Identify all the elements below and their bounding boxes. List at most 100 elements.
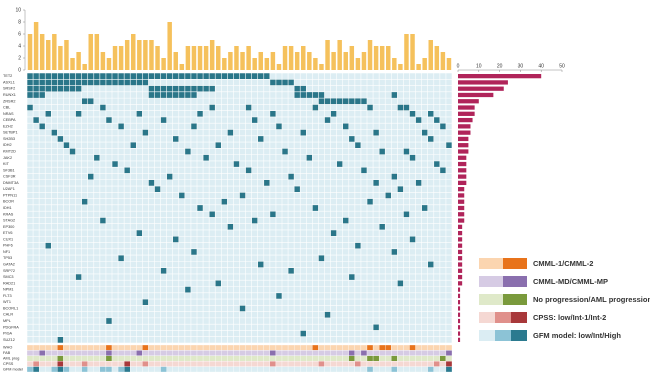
track-cell: [233, 344, 240, 351]
mutation-cell: [172, 236, 179, 243]
mutation-cell: [69, 148, 76, 155]
track-cell: [427, 361, 434, 367]
track-cell: [427, 366, 434, 373]
gene-label: PDGFRA: [3, 325, 19, 329]
mutation-cell: [75, 273, 82, 281]
track-cell: [221, 355, 228, 362]
track-cell: [51, 350, 58, 356]
sample-bar: [222, 58, 227, 70]
track-cell: [196, 366, 204, 373]
track-cell: [293, 366, 301, 373]
track-cell: [196, 350, 204, 356]
sample-bar: [343, 52, 348, 70]
mutation-cell: [445, 142, 452, 149]
mutation-cell: [190, 91, 197, 99]
track-cell: [318, 344, 325, 351]
track-cell: [324, 361, 331, 367]
mutation-cell: [27, 104, 34, 111]
track-cell: [385, 350, 392, 356]
mutation-cell: [227, 73, 234, 80]
sample-bar: [264, 58, 270, 70]
track-cell: [439, 361, 447, 367]
mutation-cell: [184, 73, 191, 80]
track-cell: [251, 361, 258, 367]
gene-label: SRP72: [3, 269, 15, 273]
count-bar: [458, 274, 463, 280]
sample-bar: [203, 46, 209, 70]
mutation-cell: [348, 273, 355, 281]
mutation-cell: [124, 79, 131, 86]
mutation-cell: [178, 73, 185, 80]
track-cell: [154, 366, 161, 373]
track-cell: [312, 361, 319, 367]
track-cell: [154, 344, 161, 351]
track-cell: [38, 361, 46, 367]
track-cell: [26, 366, 34, 373]
sample-bar: [173, 52, 178, 70]
track-cell: [385, 366, 392, 373]
mutation-cell: [239, 192, 246, 199]
track-cell: [166, 344, 173, 351]
mutation-cell: [403, 211, 410, 218]
mutation-cell: [124, 167, 131, 174]
mutation-cell: [433, 160, 440, 168]
track-cell: [32, 350, 40, 356]
track-cell: [378, 361, 386, 367]
mutation-cell: [172, 135, 179, 143]
track-cell: [142, 361, 149, 367]
sample-bar: [82, 64, 87, 70]
mutation-cell: [142, 73, 149, 80]
track-cell: [421, 344, 428, 351]
track-cell: [287, 366, 295, 373]
track-cell: [111, 366, 119, 373]
track-cell: [215, 355, 222, 362]
track-cell: [354, 350, 362, 356]
gene-label: BCOR: [3, 200, 14, 204]
track-cell: [45, 366, 52, 373]
track-cell: [300, 366, 307, 373]
legend-swatch: [495, 330, 511, 341]
mutation-cell: [282, 79, 289, 86]
mutation-cell: [148, 179, 155, 187]
mutation-cell: [391, 91, 398, 99]
track-cell: [415, 350, 422, 356]
gene-label: CALR: [3, 313, 13, 317]
mutation-cell: [294, 186, 301, 193]
mutation-cell: [221, 73, 228, 80]
mutation-cell: [160, 116, 167, 124]
track-cell: [336, 350, 343, 356]
track-cell: [160, 350, 167, 356]
track-label: FAB: [3, 351, 11, 355]
mutation-cell: [324, 98, 331, 105]
count-bar: [458, 268, 463, 273]
mutation-cell: [433, 116, 440, 124]
mutation-cell: [75, 110, 82, 117]
track-cell: [111, 361, 119, 367]
track-cell: [439, 344, 447, 351]
track-cell: [172, 366, 179, 373]
track-cell: [233, 361, 240, 367]
mutation-cell: [227, 223, 234, 230]
mutation-cell: [57, 336, 64, 343]
mutation-cell: [203, 85, 210, 92]
gene-label: BCORL1: [3, 306, 18, 310]
track-cell: [105, 355, 113, 362]
gene-label: PTPN11: [3, 193, 17, 197]
gene-label: RUNX1: [3, 93, 16, 97]
mutation-cell: [154, 91, 161, 99]
track-cell: [245, 366, 252, 373]
track-cell: [123, 366, 131, 373]
track-cell: [251, 366, 258, 373]
sample-bar: [301, 46, 306, 70]
sample-bar: [149, 40, 154, 70]
track-cell: [330, 344, 337, 351]
mutation-cell: [439, 167, 446, 174]
track-cell: [421, 355, 428, 362]
count-bar: [458, 300, 461, 305]
track-cell: [202, 350, 210, 356]
mutation-cell: [312, 204, 319, 212]
mutation-cell: [263, 179, 270, 187]
mutation-cell: [87, 173, 94, 180]
mutation-cell: [57, 85, 64, 92]
mutation-cell: [39, 73, 46, 80]
